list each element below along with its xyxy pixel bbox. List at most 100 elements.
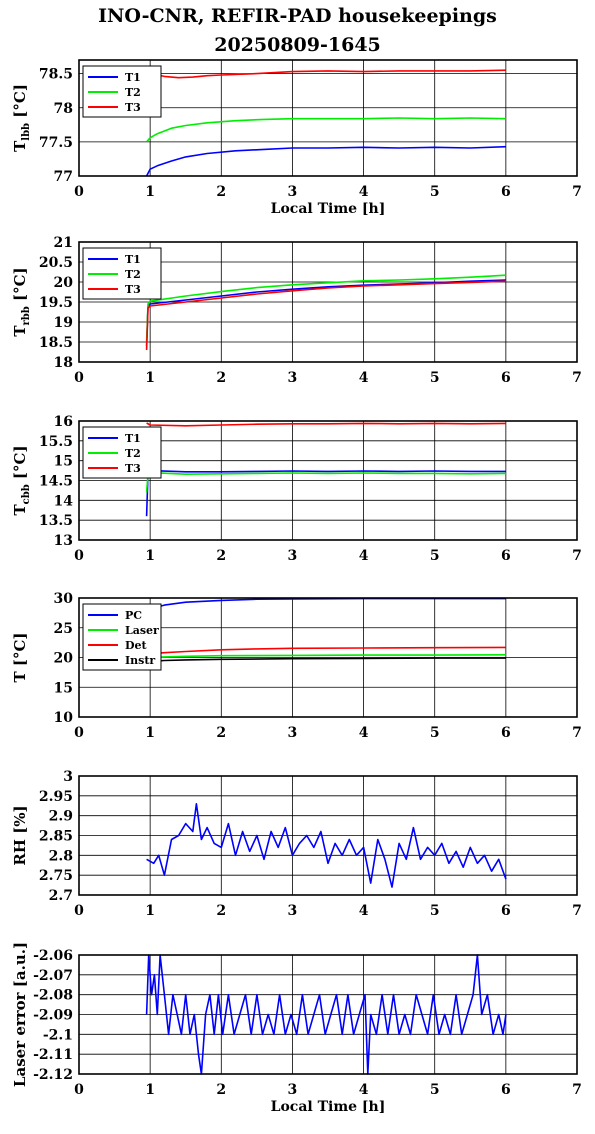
legend-label: PC [125,609,142,622]
x-tick-label: 6 [501,903,511,919]
x-tick-label: 5 [430,370,440,386]
x-tick-label: 5 [430,184,440,200]
legend-label: T1 [125,432,141,445]
legend-label: Laser [125,624,159,637]
y-tick-label: 2.95 [39,789,73,805]
y-tick-label: 19.5 [39,295,73,311]
x-tick-label: 1 [145,370,155,386]
y-axis-label: Tlbb [°C] [11,84,32,152]
x-tick-label: 4 [359,725,369,741]
x-tick-label: 4 [359,370,369,386]
y-tick-label: 20 [54,651,74,667]
x-tick-label: 4 [359,1082,369,1098]
legend-label: T1 [125,71,141,84]
plot-frame [78,59,578,177]
x-tick-label: 6 [501,725,511,741]
x-tick-label: 0 [74,184,84,200]
series-line-t1 [145,469,506,517]
x-tick-label: 0 [74,725,84,741]
chart-panel-4: 10 15 20 25 30 0 1 2 3 4 5 6 7 T [°C] PC Laser Det Instr [11,591,582,741]
series-line-det [146,646,506,655]
x-tick-label: 3 [288,725,298,741]
x-tick-label: 0 [74,903,84,919]
series-line-t2 [145,117,506,143]
y-tick-label: 15 [54,680,73,696]
plot-frame [78,420,578,541]
x-tick-label: 6 [501,548,511,564]
y-tick-label: 78 [54,101,73,117]
x-tick-label: 1 [145,184,155,200]
series-line-t3 [146,422,506,427]
series-line-1 [146,802,507,888]
series-line-t3 [145,280,506,351]
y-tick-label: -2.07 [33,968,73,984]
legend-label: Det [125,639,148,652]
x-tick-label: 7 [572,548,582,564]
y-tick-label: -2.11 [33,1047,73,1063]
legend-label: T3 [125,283,141,296]
y-tick-label: 2.7 [49,888,73,904]
x-tick-label: 2 [216,903,226,919]
legend-label: T1 [125,253,141,266]
y-tick-label: 77 [54,169,73,185]
y-tick-label: -2.08 [33,988,73,1004]
y-tick-label: 30 [54,591,74,607]
plot-frame [78,241,578,363]
y-tick-label: 19 [54,315,73,331]
y-tick-label: -2.1 [43,1027,73,1043]
y-tick-label: 3 [63,769,73,785]
legend: PC Laser Det Instr [82,603,162,671]
x-tick-label: 0 [74,548,84,564]
x-tick-label: 3 [288,184,298,200]
series-line-instr [146,657,506,663]
x-tick-label: 2 [216,725,226,741]
x-axis-label: Local Time [h] [271,201,386,217]
y-tick-label: 14 [54,493,74,509]
y-axis-label: T [°C] [11,632,29,682]
y-tick-label: -2.06 [33,948,73,964]
series-line-t2 [145,274,506,343]
series-line-1 [145,954,507,1075]
x-tick-label: 5 [430,548,440,564]
x-tick-label: 7 [572,370,582,386]
x-tick-label: 7 [572,1082,582,1098]
legend-label: T2 [125,447,141,460]
y-tick-label: 13.5 [39,513,73,529]
y-tick-label: 18 [54,355,73,371]
x-tick-label: 4 [359,184,369,200]
legend-label: T2 [125,86,141,99]
y-axis-label: Tcbb [°C] [11,445,32,515]
y-tick-label: 15 [54,454,73,470]
x-tick-label: 1 [145,1082,155,1098]
x-tick-label: 2 [216,548,226,564]
legend-label: Instr [125,654,155,667]
x-tick-label: 7 [572,725,582,741]
y-tick-label: 2.75 [39,868,73,884]
series-line-pc [146,597,506,611]
y-axis-label: RH [%] [11,805,29,865]
y-tick-label: 25 [54,621,73,637]
legend-label: T3 [125,462,141,475]
x-tick-label: 6 [501,370,511,386]
x-tick-label: 2 [216,184,226,200]
x-tick-label: 5 [430,1082,440,1098]
chart-panel-6: -2.12 -2.11 -2.1 -2.09 -2.08 -2.07 -2.06 0 1 2 3 4 5… [11,942,582,1115]
x-axis-label: Local Time [h] [271,1099,386,1115]
series-line-t1 [145,145,506,177]
plot-frame [78,597,578,718]
x-tick-label: 5 [430,903,440,919]
chart-panel-1: 77 77.5 78 78.5 0 1 2 3 4 5 6 7 Local Time [h] Tlbb [… [11,59,582,217]
series-line-t1 [145,279,506,347]
y-tick-label: -2.09 [33,1008,73,1024]
y-tick-label: 78.5 [39,67,73,83]
x-tick-label: 7 [572,184,582,200]
x-tick-label: 4 [359,548,369,564]
legend: T1 T2 T3 [82,426,162,479]
x-tick-label: 3 [288,548,298,564]
legend-label: T2 [125,268,141,281]
y-tick-label: 20.5 [39,255,73,271]
x-tick-label: 3 [288,370,298,386]
